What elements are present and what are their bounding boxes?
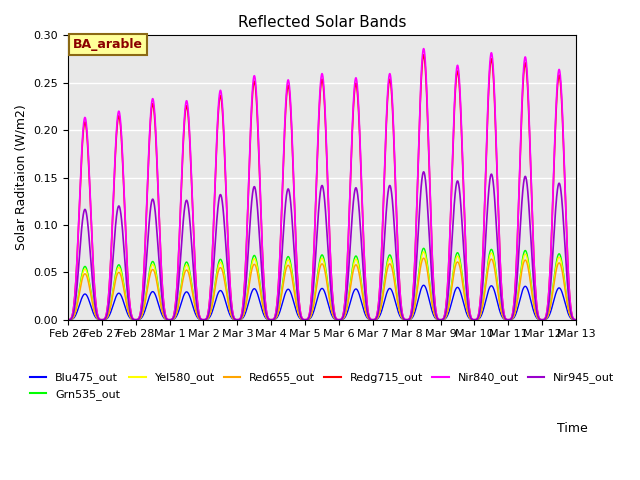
Yel580_out — [420, 249, 428, 255]
Nir840_out — [420, 46, 428, 51]
Line: Grn535_out: Grn535_out — [68, 248, 610, 320]
Yel580_out — [488, 250, 495, 256]
Title: Reflected Solar Bands: Reflected Solar Bands — [238, 15, 406, 30]
Nir840_out — [64, 317, 72, 323]
Blu475_out — [488, 283, 495, 288]
Line: Blu475_out: Blu475_out — [68, 285, 610, 320]
Blu475_out — [177, 303, 184, 309]
Grn535_out — [488, 247, 495, 252]
Nir840_out — [606, 317, 614, 323]
Nir945_out — [388, 193, 396, 199]
Redg715_out — [64, 317, 72, 323]
Nir945_out — [359, 264, 367, 270]
Red655_out — [420, 255, 428, 261]
Grn535_out — [529, 288, 536, 294]
Yel580_out — [177, 290, 184, 296]
Nir840_out — [529, 209, 536, 215]
Blu475_out — [359, 304, 367, 310]
Red655_out — [606, 317, 614, 323]
Nir840_out — [177, 208, 184, 214]
Yel580_out — [515, 291, 522, 297]
Red655_out — [488, 256, 495, 262]
Yel580_out — [529, 290, 536, 296]
Grn535_out — [359, 291, 367, 297]
Nir840_out — [515, 213, 522, 219]
Yel580_out — [64, 317, 72, 323]
Redg715_out — [177, 211, 184, 217]
Redg715_out — [529, 211, 536, 217]
Nir840_out — [359, 219, 367, 225]
Blu475_out — [420, 282, 428, 288]
Line: Redg715_out: Redg715_out — [68, 55, 610, 320]
Text: Time: Time — [557, 422, 588, 435]
Red655_out — [529, 292, 536, 298]
Line: Nir840_out: Nir840_out — [68, 48, 610, 320]
Blu475_out — [388, 288, 396, 294]
Redg715_out — [359, 222, 367, 228]
Redg715_out — [488, 56, 495, 62]
Y-axis label: Solar Raditaion (W/m2): Solar Raditaion (W/m2) — [15, 105, 28, 251]
Nir945_out — [529, 258, 536, 264]
Nir840_out — [488, 50, 495, 56]
Blu475_out — [529, 303, 536, 309]
Blu475_out — [64, 317, 72, 323]
Grn535_out — [64, 317, 72, 323]
Redg715_out — [420, 52, 428, 58]
Grn535_out — [388, 257, 396, 263]
Nir945_out — [177, 258, 184, 264]
Grn535_out — [515, 289, 522, 295]
Line: Red655_out: Red655_out — [68, 258, 610, 320]
Line: Yel580_out: Yel580_out — [68, 252, 610, 320]
Blu475_out — [515, 304, 522, 310]
Nir840_out — [388, 90, 396, 96]
Nir945_out — [515, 261, 522, 266]
Grn535_out — [420, 245, 428, 251]
Legend: Blu475_out, Grn535_out, Yel580_out, Red655_out, Redg715_out, Nir840_out, Nir945_: Blu475_out, Grn535_out, Yel580_out, Red6… — [25, 368, 619, 404]
Red655_out — [177, 292, 184, 298]
Red655_out — [388, 265, 396, 271]
Red655_out — [515, 293, 522, 299]
Redg715_out — [388, 96, 396, 101]
Text: BA_arable: BA_arable — [73, 38, 143, 51]
Redg715_out — [515, 216, 522, 221]
Nir945_out — [488, 171, 495, 177]
Grn535_out — [606, 317, 614, 323]
Grn535_out — [177, 288, 184, 294]
Red655_out — [359, 295, 367, 300]
Yel580_out — [388, 260, 396, 266]
Redg715_out — [606, 317, 614, 323]
Red655_out — [64, 317, 72, 323]
Nir945_out — [64, 317, 72, 323]
Yel580_out — [606, 317, 614, 323]
Yel580_out — [359, 292, 367, 298]
Line: Nir945_out: Nir945_out — [68, 172, 610, 320]
Nir945_out — [420, 169, 428, 175]
Blu475_out — [606, 317, 614, 323]
Nir945_out — [606, 317, 614, 323]
